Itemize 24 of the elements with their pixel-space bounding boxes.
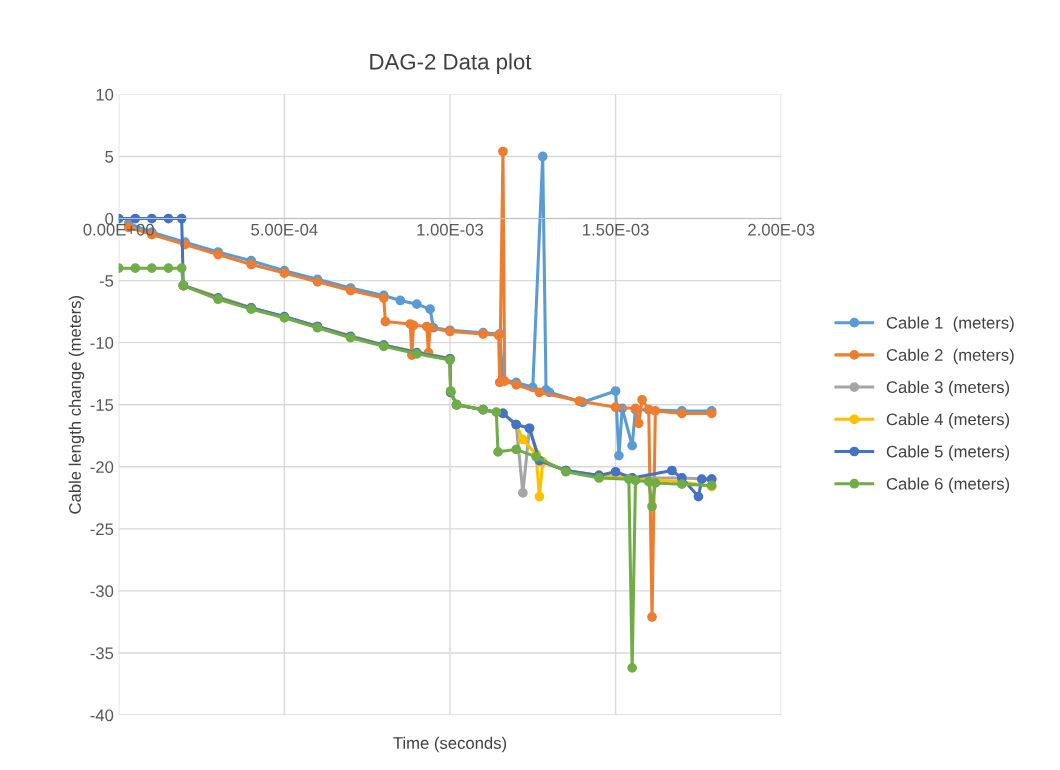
y-tick-label: 10 [96, 88, 114, 101]
y-tick-label: -5 [99, 275, 114, 287]
y-tick-label: -20 [90, 461, 114, 473]
y-tick-label: -40 [90, 709, 114, 722]
legend-label: Cable 3 (meters) [886, 380, 1010, 397]
legend-label: Cable 1 (meters) [886, 316, 1014, 332]
x-axis-title: Time (seconds) [393, 736, 507, 753]
y-tick-label: 5 [105, 151, 114, 163]
y-axis-title: Cable length change (meters) [68, 295, 85, 514]
legend-label: Cable 6 (meters) [886, 477, 1010, 493]
legend-label: Cable 4 (meters) [886, 413, 1010, 429]
y-tick-label: 0 [105, 212, 114, 225]
x-tick-label: 5.00E-04 [251, 223, 318, 236]
x-tick-label: 1.50E-03 [583, 223, 649, 236]
x-tick-label: 2.00E-03 [748, 223, 815, 236]
legend-label: Cable 2 (meters) [886, 348, 1014, 365]
y-tick-label: -10 [90, 337, 114, 349]
y-tick-label: -30 [90, 585, 114, 598]
x-tick-label: 1.00E-03 [417, 223, 484, 236]
y-tick-label: -25 [90, 523, 114, 536]
legend-label: Cable 5 (meters) [886, 445, 1010, 461]
y-tick-label: -15 [90, 399, 114, 411]
chart-title: DAG-2 Data plot [370, 53, 532, 75]
y-tick-label: -35 [90, 647, 114, 660]
